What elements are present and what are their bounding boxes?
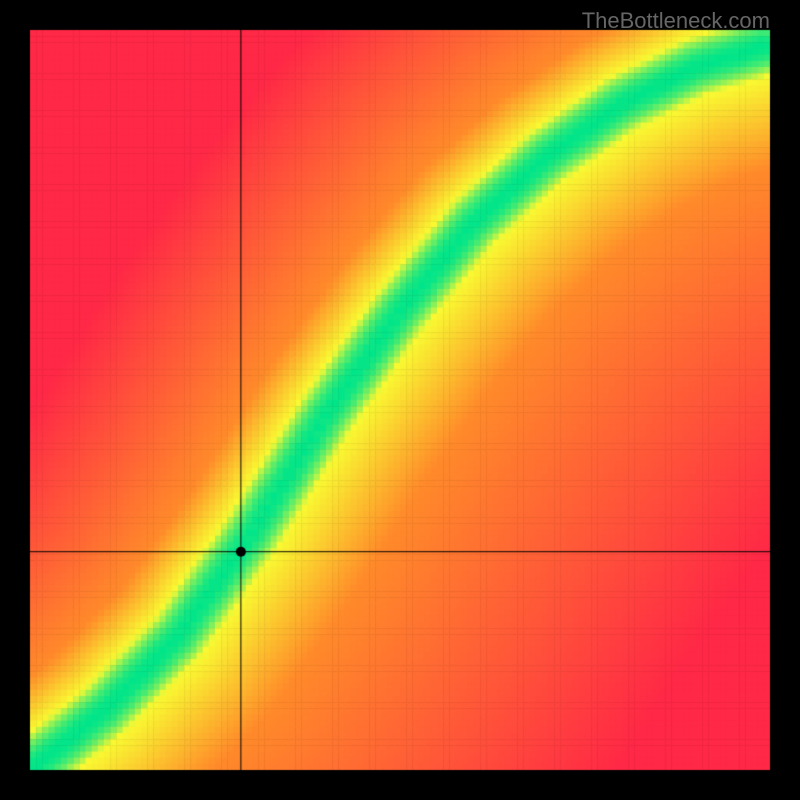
chart-container: TheBottleneck.com <box>0 0 800 800</box>
bottleneck-heatmap <box>0 0 800 800</box>
watermark-text: TheBottleneck.com <box>582 8 770 34</box>
